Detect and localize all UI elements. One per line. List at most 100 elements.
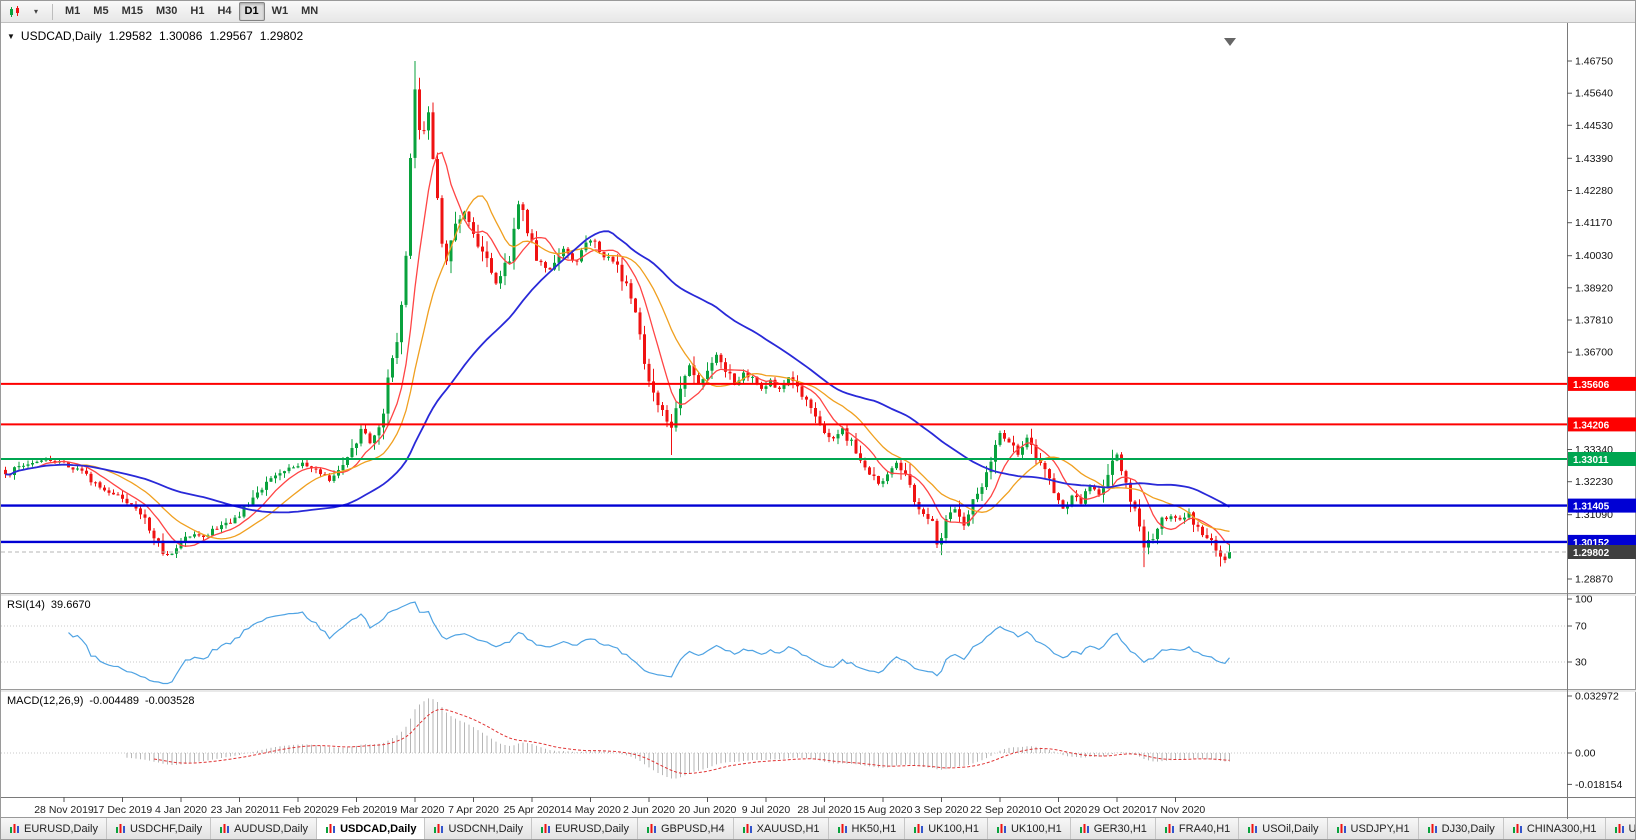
chart-tab-uk100-h1[interactable]: UK100,H1 (987, 818, 1071, 839)
chart-tab-usdcad-daily[interactable]: USDCAD,Daily (317, 818, 426, 839)
chart-tab-label: USDCHF,Daily (129, 822, 203, 835)
timeframe-button-m5[interactable]: M5 (93, 5, 109, 17)
price-axis-label: 1.43390 (1575, 153, 1613, 165)
chart-tab-label: EURUSD,Daily (24, 822, 98, 835)
rsi-panel-label: RSI(14) 39.6670 (7, 599, 91, 611)
chart-tab-usoil-h1[interactable]: USOil,H1 (1605, 818, 1635, 839)
chart-tab-label: USOil,Daily (1262, 822, 1319, 835)
mini-chart-icon (1079, 824, 1089, 833)
mini-chart-icon (541, 824, 551, 833)
price-level-badge (1568, 498, 1636, 513)
date-axis-label: 28 Jul 2020 (797, 804, 851, 816)
chart-tab-label: UK100,H1 (928, 822, 979, 835)
chart-tab-label: AUDUSD,Daily (234, 822, 309, 835)
chart-tab-usdjpy-h1[interactable]: USDJPY,H1 (1327, 818, 1419, 839)
price-axis-label: 1.37810 (1575, 315, 1613, 327)
date-axis-label: 28 Nov 2019 (34, 804, 94, 816)
chart-tab-usdcnh-daily[interactable]: USDCNH,Daily (425, 818, 533, 839)
timeframe-buttons: M1 M5 M15 M30 H1 H4 D1 W1 MN (59, 2, 324, 21)
chart-symbol-title: USDCAD,Daily (20, 29, 102, 43)
timeframe-button-h1[interactable]: H1 (190, 5, 205, 17)
timeframe-button-m15[interactable]: M15 (121, 5, 143, 17)
macd-signal-line (153, 708, 1230, 774)
chart-tab-xauusd-h1[interactable]: XAUUSD,H1 (733, 818, 829, 839)
chart-tab-label: EURUSD,Daily (555, 822, 629, 835)
window-menu-icon[interactable]: ▼ (7, 31, 15, 41)
ohlc-low: 1.29567 (209, 29, 253, 43)
chart-tab-gbpusd-h4[interactable]: GBPUSD,H4 (638, 818, 734, 839)
date-axis-label: 29 Oct 2020 (1088, 804, 1145, 816)
chevron-down-icon[interactable]: ▾ (33, 7, 38, 16)
toolbar-separator (52, 3, 53, 20)
chart-tab-china300-h1[interactable]: CHINA300,H1 (1503, 818, 1606, 839)
panel-splitter[interactable] (1, 690, 1636, 692)
mini-chart-icon (914, 824, 924, 833)
timeframe-button-m30[interactable]: M30 (155, 5, 178, 17)
timeframe-button-m1[interactable]: M1 (65, 5, 81, 17)
panel-splitter[interactable] (1, 594, 1636, 596)
date-axis-label: 10 Oct 2020 (1030, 804, 1087, 816)
timeframe-button-d1[interactable]: D1 (238, 2, 265, 21)
chart-title: ▼ USDCAD,Daily 1.29582 1.30086 1.29567 1… (7, 29, 303, 43)
chart-tab-eurusd-daily[interactable]: EURUSD,Daily (1, 818, 107, 839)
ohlc-high: 1.30086 (159, 29, 203, 43)
candlestick-glyph (10, 5, 19, 17)
price-level-badge-label: 1.30152 (1573, 538, 1610, 549)
ma-fast-line (5, 151, 1230, 547)
price-axis-label: 1.44530 (1575, 120, 1613, 132)
chart-tab-ger30-h1[interactable]: GER30,H1 (1070, 818, 1156, 839)
chart-tab-label: GBPUSD,H4 (661, 822, 725, 835)
price-axis-label: 1.41170 (1575, 217, 1612, 229)
date-axis-label: 7 Apr 2020 (448, 804, 499, 816)
date-axis-label: 17 Nov 2020 (1146, 804, 1206, 816)
chart-tab-bar: EURUSD,Daily USDCHF,Daily AUDUSD,Daily USDC… (1, 817, 1635, 839)
chart-tab-fra40-h1[interactable]: FRA40,H1 (1155, 818, 1240, 839)
mini-chart-icon (1164, 824, 1174, 833)
mini-chart-icon (1248, 824, 1258, 833)
chart-tab-eurusd-daily[interactable]: EURUSD,Daily (532, 818, 638, 839)
chart-window: 1.46750 1.45640 1.44530 1.43390 1.42280 1.411… (1, 23, 1636, 819)
macd-scale-label: 0.032972 (1575, 691, 1619, 703)
candlestick-chart-icon[interactable] (5, 3, 25, 21)
price-axis-label: 1.36700 (1575, 347, 1613, 359)
mini-chart-icon (1336, 824, 1346, 833)
chart-canvas[interactable]: 1.46750 1.45640 1.44530 1.43390 1.42280 1.411… (1, 23, 1636, 819)
date-axis-label: 25 Apr 2020 (504, 804, 561, 816)
price-level-badge-label: 1.35606 (1573, 380, 1610, 391)
chart-tab-label: DJ30,Daily (1441, 822, 1495, 835)
macd-scale-label: 0.00 (1575, 748, 1596, 760)
ma-mid-line (5, 195, 1230, 540)
chart-shift-marker-icon[interactable] (1224, 38, 1236, 46)
chart-tab-hk50-h1[interactable]: HK50,H1 (828, 818, 906, 839)
mini-chart-icon (742, 824, 752, 833)
mini-chart-icon (115, 824, 125, 833)
chart-tab-usdchf-daily[interactable]: USDCHF,Daily (106, 818, 212, 839)
ohlc-open: 1.29582 (108, 29, 152, 43)
timeframe-button-w1[interactable]: W1 (271, 5, 289, 17)
chart-tab-label: USDCAD,Daily (340, 822, 417, 835)
macd-scale-label: -0.018154 (1575, 779, 1622, 791)
macd-panel-label: MACD(12,26,9) -0.004489 -0.003528 (7, 695, 195, 707)
date-axis-label: 4 Jan 2020 (155, 804, 207, 816)
mini-chart-icon (434, 824, 444, 833)
chart-tab-audusd-daily[interactable]: AUDUSD,Daily (211, 818, 318, 839)
price-axis-label: 1.40030 (1575, 250, 1613, 262)
date-axis-label: 15 Aug 2020 (854, 804, 913, 816)
chart-tab-label: FRA40,H1 (1178, 822, 1231, 835)
macd-histogram (126, 698, 1230, 779)
date-axis-label: 3 Sep 2020 (915, 804, 969, 816)
timeframe-button-h4[interactable]: H4 (217, 5, 232, 17)
timeframe-toolbar: ▾ M1 M5 M15 M30 H1 H4 D1 W1 MN (1, 1, 1635, 23)
price-axis[interactable]: 1.46750 1.45640 1.44530 1.43390 1.42280 1.411… (1567, 56, 1613, 586)
date-axis-label: 2 Jun 2020 (623, 804, 675, 816)
chart-tab-usoil-daily[interactable]: USOil,Daily (1239, 818, 1328, 839)
chart-tab-uk100-h1[interactable]: UK100,H1 (905, 818, 988, 839)
chart-tab-dj30-daily[interactable]: DJ30,Daily (1418, 818, 1504, 839)
timeframe-button-mn[interactable]: MN (301, 5, 319, 17)
price-level-badge (1568, 452, 1636, 466)
chart-tab-label: USDJPY,H1 (1350, 822, 1410, 835)
mini-chart-icon (996, 824, 1006, 833)
price-level-badge-label: 1.34206 (1573, 420, 1610, 431)
